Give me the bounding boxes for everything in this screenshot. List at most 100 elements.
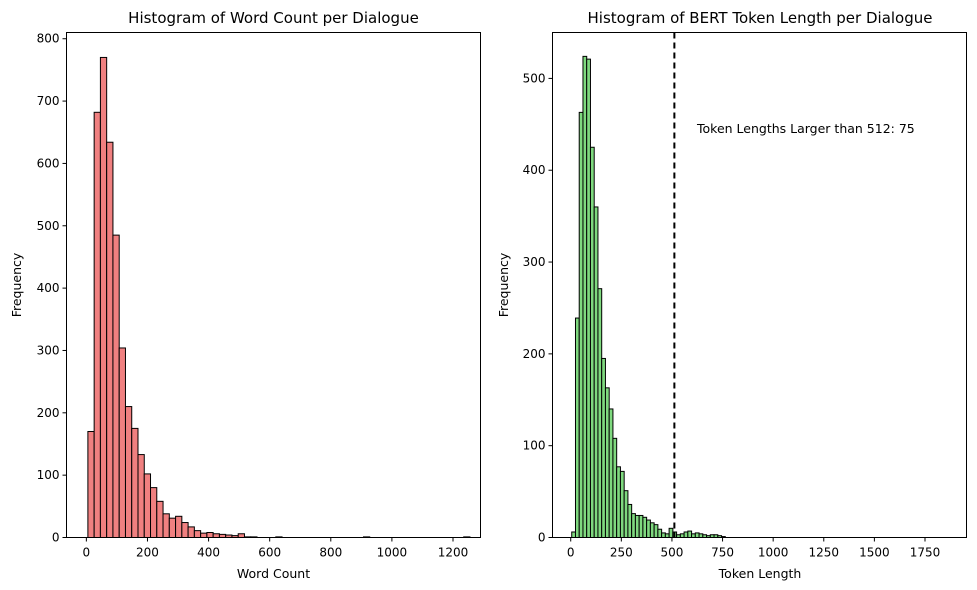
histogram-bar [143, 473, 152, 539]
y-axis-ticks: 0 100 200 300 400 500 [523, 71, 553, 545]
x-axis-ticks: 0 200 400 600 800 1000 1200 [83, 537, 469, 560]
histogram-bar [687, 530, 693, 539]
histogram-bar [99, 56, 108, 538]
histogram-bar [181, 522, 189, 538]
histogram-bar [212, 533, 220, 539]
x-tick-label: 750 [711, 546, 734, 560]
x-tick-label: 500 [660, 546, 683, 560]
histogram-bar [646, 519, 651, 538]
y-tick-label: 0 [52, 531, 60, 545]
x-tick-label: 600 [258, 546, 281, 560]
histogram-bar [627, 503, 633, 539]
histogram-bar [649, 522, 655, 538]
x-tick-label: 0 [83, 546, 91, 560]
histogram-bar [668, 527, 674, 539]
y-tick-label: 200 [37, 406, 60, 420]
histogram-bar [661, 532, 666, 538]
plot-frame [552, 32, 967, 538]
chart-title: Histogram of Word Count per Dialogue [128, 9, 419, 27]
histogram-bar [175, 515, 183, 538]
histogram-bar [604, 387, 610, 538]
histogram-bar [162, 513, 170, 538]
histogram-bar [612, 437, 618, 538]
histogram-bar [187, 526, 195, 539]
y-tick-label: 100 [523, 439, 546, 453]
histogram-bar [87, 431, 95, 539]
histogram-bar [571, 531, 576, 538]
histogram-bar [206, 532, 214, 539]
histogram-bar [601, 357, 606, 539]
histogram-bar [131, 427, 139, 538]
y-axis-label: Frequency [9, 252, 24, 317]
x-tick-label: 0 [567, 546, 575, 560]
x-axis-ticks: 0 250 500 750 1000 1250 1500 1750 [567, 537, 940, 560]
histogram-bar [574, 317, 580, 538]
histogram-bar [200, 532, 208, 539]
histogram-bar [638, 514, 644, 539]
bars-group [87, 56, 471, 539]
word-count-histogram: Histogram of Word Count per Dialogue 0 20… [9, 9, 481, 581]
histogram-bar [118, 347, 126, 538]
y-tick-label: 700 [37, 94, 60, 108]
histogram-bar [679, 533, 685, 539]
y-axis-label: Frequency [496, 252, 511, 317]
y-tick-label: 200 [523, 347, 546, 361]
y-tick-label: 0 [538, 531, 546, 545]
y-tick-label: 300 [523, 255, 546, 269]
histogram-bar [634, 514, 640, 539]
y-tick-label: 300 [37, 343, 60, 357]
histogram-bar [631, 513, 636, 539]
histogram-bar [694, 532, 700, 538]
x-tick-label: 800 [319, 546, 342, 560]
histogram-bar [137, 454, 145, 538]
histogram-bar [582, 55, 588, 539]
y-axis-ticks: 0 100 200 300 400 500 600 700 800 [37, 32, 67, 545]
x-tick-label: 1250 [809, 546, 840, 560]
histogram-bar [619, 470, 625, 539]
histogram-bar [691, 533, 696, 539]
y-tick-label: 500 [37, 219, 60, 233]
x-tick-label: 1200 [438, 546, 469, 560]
histogram-bar [156, 500, 164, 538]
histogram-bar [586, 58, 591, 538]
histogram-bar [642, 516, 648, 538]
y-tick-label: 500 [523, 71, 546, 85]
histogram-bar [657, 528, 663, 538]
x-tick-label: 1500 [859, 546, 890, 560]
y-tick-label: 100 [37, 468, 60, 482]
histogram-bar [93, 111, 101, 539]
histogram-bar [698, 533, 704, 539]
histogram-bar [124, 406, 133, 538]
histogram-bar [578, 111, 584, 538]
histogram-bar [664, 533, 670, 539]
histogram-bar [193, 530, 202, 539]
histogram-bar [106, 141, 114, 538]
y-tick-label: 400 [523, 163, 546, 177]
x-tick-label: 400 [197, 546, 220, 560]
histogram-bar [237, 533, 245, 539]
histogram-bar [616, 466, 621, 538]
histogram-bar [653, 524, 659, 539]
histogram-bar [593, 206, 599, 538]
x-tick-label: 1000 [377, 546, 408, 560]
x-tick-label: 200 [136, 546, 159, 560]
chart-title: Histogram of BERT Token Length per Dialo… [588, 9, 933, 27]
histogram-bar [623, 490, 629, 539]
y-tick-label: 400 [37, 281, 60, 295]
histogram-bar [597, 288, 603, 539]
histogram-bar [112, 234, 120, 538]
x-tick-label: 250 [610, 546, 633, 560]
y-tick-label: 800 [37, 32, 60, 46]
histogram-bar [150, 487, 158, 538]
token-length-histogram: Histogram of BERT Token Length per Dialo… [496, 9, 967, 581]
x-tick-label: 1000 [758, 546, 789, 560]
plot-frame [66, 32, 481, 538]
histogram-bar [608, 408, 614, 539]
histogram-bar [589, 146, 595, 539]
x-axis-label: Token Length [718, 566, 802, 581]
x-axis-label: Word Count [237, 566, 310, 581]
histogram-bar [683, 531, 689, 538]
histogram-bar [168, 517, 177, 538]
y-tick-label: 600 [37, 156, 60, 170]
